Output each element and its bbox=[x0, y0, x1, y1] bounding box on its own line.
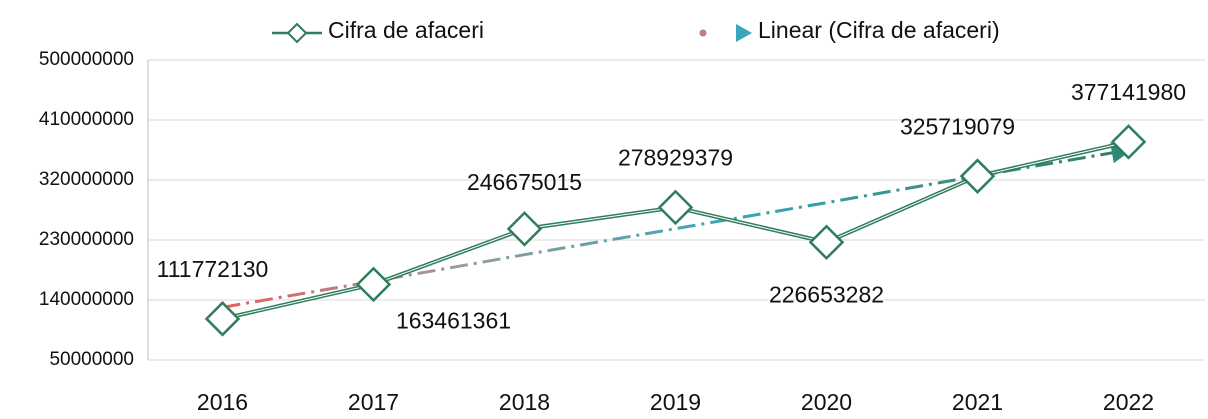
y-tick-label: 410000000 bbox=[39, 109, 134, 130]
x-tick-label: 2021 bbox=[952, 389, 1003, 415]
x-tick-label: 2020 bbox=[801, 389, 852, 415]
y-tick-label: 500000000 bbox=[39, 49, 134, 70]
y-tick-label: 320000000 bbox=[39, 169, 134, 190]
legend-marker bbox=[699, 29, 707, 37]
y-tick-label: 230000000 bbox=[39, 229, 134, 250]
y-tick-label: 140000000 bbox=[39, 289, 134, 310]
data-point bbox=[959, 158, 996, 194]
data-label: 278929379 bbox=[618, 144, 733, 170]
data-label: 377141980 bbox=[1071, 79, 1186, 105]
data-label: 246675015 bbox=[467, 169, 582, 195]
data-point bbox=[506, 211, 543, 247]
data-label: 163461361 bbox=[396, 307, 511, 333]
x-tick-label: 2018 bbox=[499, 389, 550, 415]
data-point bbox=[204, 301, 241, 337]
x-tick-label: 2022 bbox=[1103, 389, 1154, 415]
legend-label: Linear (Cifra de afaceri) bbox=[758, 17, 1000, 43]
x-tick-label: 2016 bbox=[197, 389, 248, 415]
data-point bbox=[657, 189, 694, 226]
data-point bbox=[1110, 124, 1147, 160]
y-tick-label: 50000000 bbox=[49, 349, 134, 370]
legend-label: Cifra de afaceri bbox=[328, 17, 484, 43]
data-label: 325719079 bbox=[900, 113, 1015, 139]
data-label: 226653282 bbox=[769, 281, 884, 307]
x-tick-label: 2019 bbox=[650, 389, 701, 415]
legend: Cifra de afaceri Linear (Cifra de afacer… bbox=[272, 17, 1000, 44]
legend-marker bbox=[286, 22, 308, 44]
legend-arrow bbox=[736, 24, 752, 42]
x-tick-label: 2017 bbox=[348, 389, 399, 415]
data-point bbox=[808, 224, 845, 260]
data-label: 111772130 bbox=[157, 256, 269, 282]
data-point bbox=[355, 266, 392, 303]
